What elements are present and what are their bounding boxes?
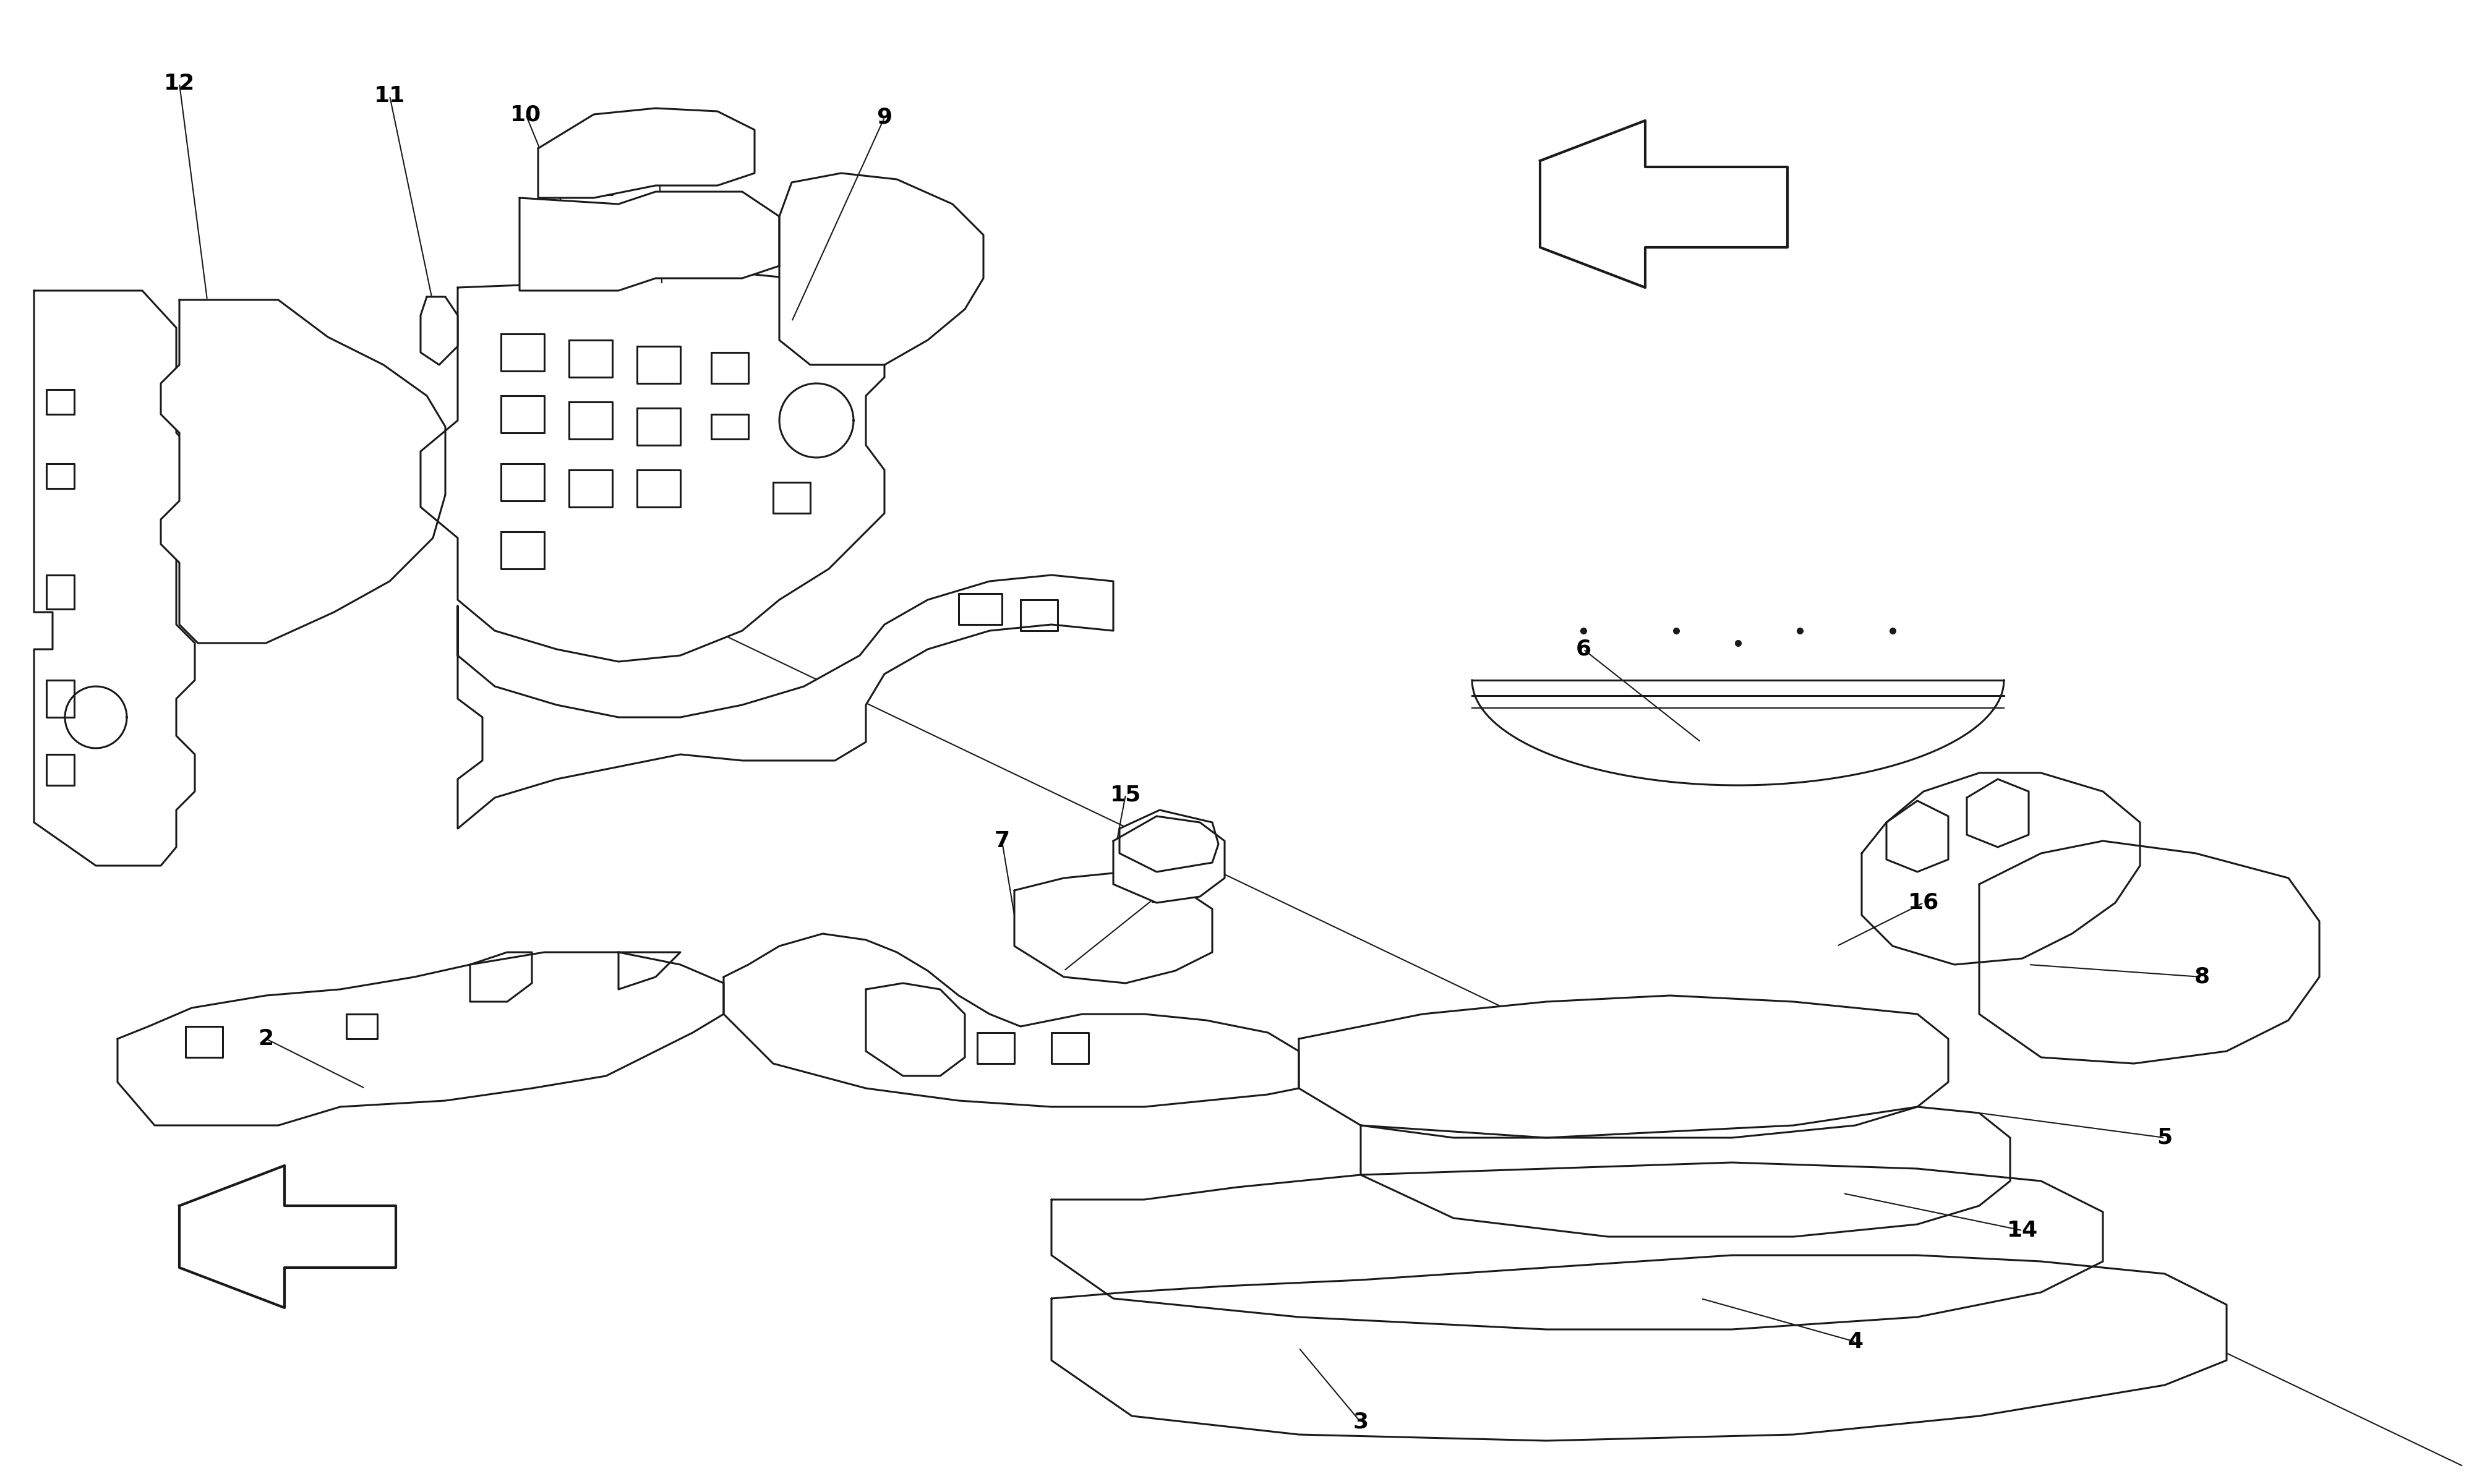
Text: 12: 12 xyxy=(163,73,195,93)
Text: 15: 15 xyxy=(1111,784,1141,804)
Polygon shape xyxy=(458,574,1113,828)
Polygon shape xyxy=(866,982,965,1076)
Text: 4: 4 xyxy=(1848,1331,1863,1352)
Polygon shape xyxy=(470,953,532,1002)
Text: 11: 11 xyxy=(374,85,406,107)
Polygon shape xyxy=(1118,810,1217,871)
Polygon shape xyxy=(779,174,985,365)
Polygon shape xyxy=(1863,773,2140,965)
Polygon shape xyxy=(1361,1107,2009,1236)
Polygon shape xyxy=(1113,816,1225,902)
Text: 9: 9 xyxy=(876,107,893,128)
Polygon shape xyxy=(421,272,886,662)
Polygon shape xyxy=(618,953,680,990)
Polygon shape xyxy=(1051,1255,2227,1441)
Polygon shape xyxy=(119,953,722,1125)
Polygon shape xyxy=(35,291,195,865)
Polygon shape xyxy=(1888,801,1950,871)
Polygon shape xyxy=(421,297,458,365)
Polygon shape xyxy=(1967,779,2029,847)
Polygon shape xyxy=(1014,871,1212,982)
Polygon shape xyxy=(178,1165,396,1307)
Text: 5: 5 xyxy=(2157,1128,2172,1149)
Polygon shape xyxy=(1299,996,1950,1138)
Text: 14: 14 xyxy=(2006,1220,2039,1241)
Polygon shape xyxy=(520,191,779,291)
Text: 7: 7 xyxy=(995,831,1009,852)
Text: 1: 1 xyxy=(1148,886,1165,907)
Text: 6: 6 xyxy=(1576,638,1591,660)
Text: 10: 10 xyxy=(510,104,542,125)
Polygon shape xyxy=(539,108,755,197)
Polygon shape xyxy=(722,933,1299,1107)
Text: 8: 8 xyxy=(2194,966,2209,987)
Text: 3: 3 xyxy=(1353,1411,1368,1432)
Polygon shape xyxy=(1539,120,1786,288)
Text: 16: 16 xyxy=(1907,892,1940,913)
Polygon shape xyxy=(1979,841,2321,1064)
Polygon shape xyxy=(1472,680,2004,785)
Polygon shape xyxy=(1051,1162,2103,1330)
Text: 13: 13 xyxy=(643,110,675,131)
Polygon shape xyxy=(161,300,445,643)
Text: 2: 2 xyxy=(257,1028,275,1049)
